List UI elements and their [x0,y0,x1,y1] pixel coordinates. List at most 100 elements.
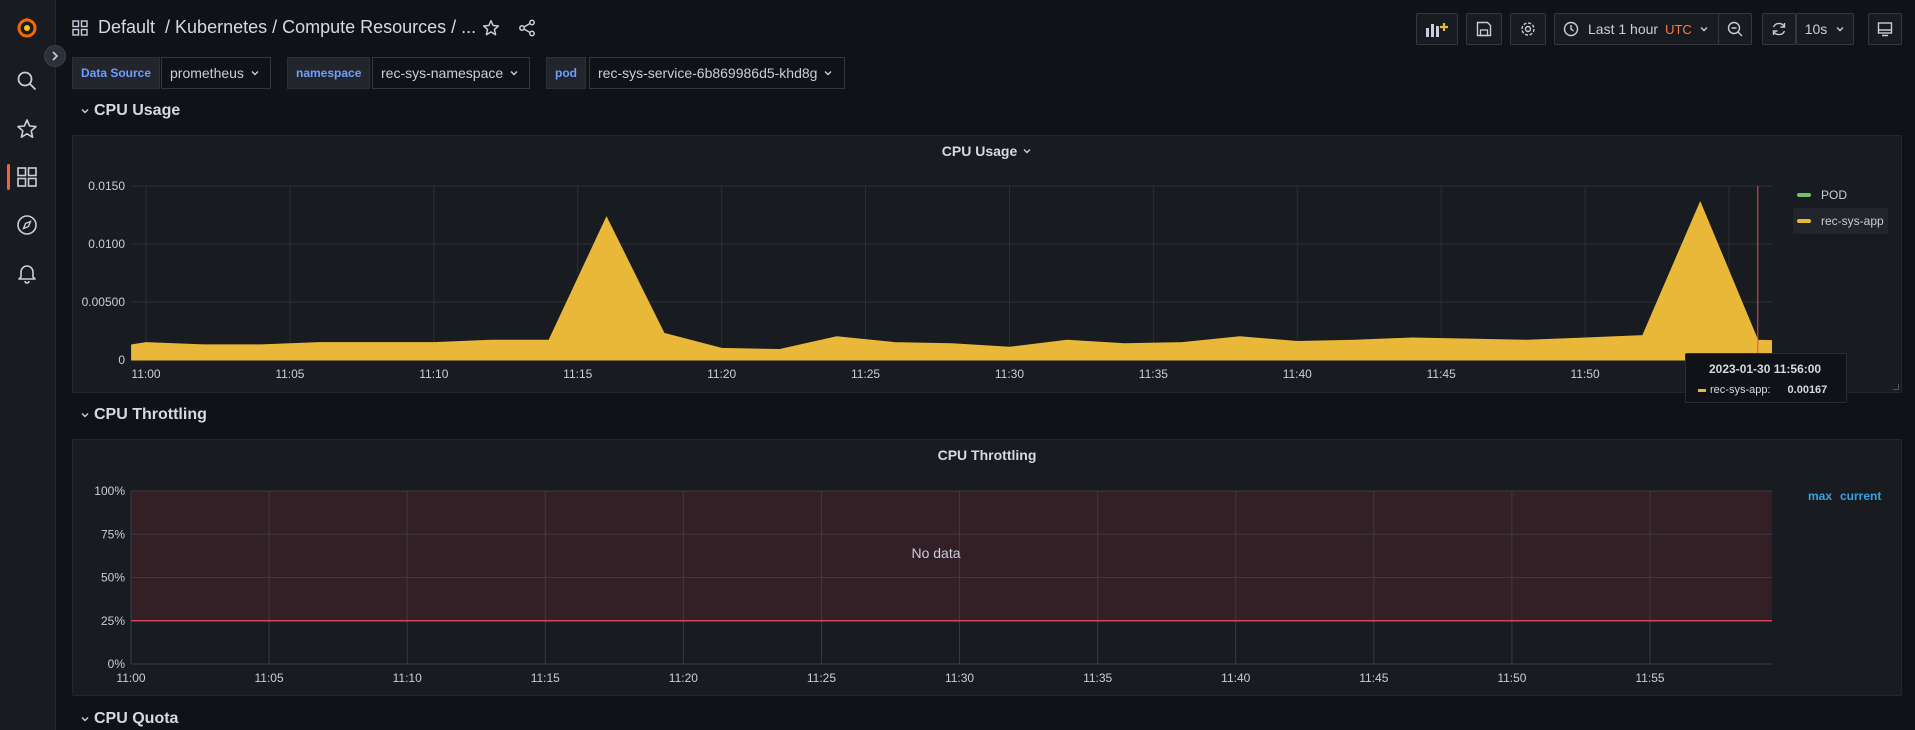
namespace-variable-label: namespace [287,57,371,89]
sidebar-toggle-button[interactable] [44,45,66,67]
x-tick-label: 11:50 [1571,367,1600,381]
grafana-logo-icon[interactable] [14,14,40,40]
x-tick-label: 11:05 [275,367,304,381]
x-tick-label: 11:25 [807,671,836,685]
datasource-variable-label: Data Source [72,57,161,89]
breadcrumb[interactable]: Default / Kubernetes / Compute Resources… [98,17,477,37]
refresh-button[interactable] [1762,13,1796,45]
legend-label: POD [1821,188,1848,202]
zoom-out-button[interactable] [1718,13,1752,45]
panel-header[interactable]: CPU Throttling [73,447,1901,463]
chevron-down-icon [81,413,89,418]
active-indicator [7,164,10,190]
cpu-usage-chart[interactable]: 0 0.00500 0.0100 0.0150 11:00 11:05 11:10 11:15… [72,135,1772,393]
legend-item-pod[interactable]: POD [1793,182,1888,208]
y-tick-label: 75% [101,527,125,541]
settings-button[interactable] [1510,13,1546,45]
chevron-down-icon [81,717,89,722]
cpu-throttling-panel: CPU Throttling max current [72,439,1902,696]
x-tick-label: 11:50 [1497,671,1526,685]
x-tick-label: 11:15 [531,671,560,685]
time-range-picker[interactable]: Last 1 hour UTC [1554,13,1724,45]
y-tick-label: 0 [118,353,125,367]
y-tick-label: 0% [108,657,126,671]
view-mode-button[interactable] [1868,13,1902,45]
datasource-select[interactable]: prometheus [161,57,271,89]
row-cpu-usage[interactable]: CPU Usage [80,102,180,120]
x-tick-label: 11:20 [707,367,736,381]
panel-resize-handle[interactable] [1893,384,1899,390]
sidebar [0,0,66,730]
tooltip-time: 2023-01-30 11:56:00 [1709,362,1822,376]
dashboard-grid-icon [72,20,88,41]
x-tick-label: 11:55 [1635,671,1664,685]
x-tick-label: 11:15 [563,367,592,381]
legend-item-rec-sys-app[interactable]: rec-sys-app [1793,208,1888,234]
dashboards-icon[interactable] [14,164,40,190]
refresh-interval-label: 10s [1804,21,1828,37]
legend-swatch [1797,193,1811,197]
x-tick-label: 11:30 [945,671,974,685]
x-tick-label: 11:25 [851,367,880,381]
cpu-throttling-chart[interactable]: 0% 25% 50% 75% 100% 11:00 11:05 11:10 11:15 11:20… [72,439,1772,696]
chevron-down-icon [81,109,89,114]
legend-label: rec-sys-app [1821,214,1884,228]
star-icon[interactable] [14,116,40,142]
time-range-label: Last 1 hour [1588,21,1659,37]
chevron-down-icon [1700,27,1708,32]
x-tick-label: 11:30 [995,367,1024,381]
row-cpu-quota[interactable]: CPU Quota [80,710,178,728]
namespace-select[interactable]: rec-sys-namespace [372,57,530,89]
monitor-icon [1877,22,1893,37]
legend-header-max[interactable]: max [1808,489,1833,503]
chevron-down-icon [510,71,518,76]
tooltip-series-row: rec-sys-app: 0.00167 [1698,384,1827,396]
add-panel-icon [1426,23,1448,37]
x-tick-label: 11:10 [393,671,422,685]
legend-header-current[interactable]: current [1840,489,1882,503]
chevron-down-icon [1023,149,1031,154]
y-tick-label: 0.0150 [88,179,125,193]
chevron-down-icon [1836,27,1844,32]
clock-icon [1563,21,1579,37]
chevron-down-icon [251,71,259,76]
save-dashboard-button[interactable] [1466,13,1502,45]
y-tick-label: 0.00500 [82,295,126,309]
timezone-label: UTC [1665,21,1692,37]
series-area-rec-sys-app [131,200,1772,361]
tooltip-series-name: rec-sys-app: [1710,384,1771,396]
panel-header[interactable]: CPU Usage [73,143,1901,159]
pod-variable-label: pod [546,57,586,89]
x-tick-label: 11:40 [1283,367,1312,381]
row-title: CPU Throttling [94,406,207,423]
row-title: CPU Usage [94,102,181,119]
x-tick-label: 11:40 [1221,671,1250,685]
chart-tooltip: 2023-01-30 11:56:00 rec-sys-app: 0.00167 [1685,353,1847,403]
zoom-out-icon [1727,21,1743,37]
namespace-value: rec-sys-namespace [381,65,504,81]
gear-icon [1521,22,1535,36]
y-tick-label: 50% [101,571,125,585]
legend-swatch [1797,219,1811,223]
refresh-interval-picker[interactable]: 10s [1796,13,1854,45]
star-dashboard-icon[interactable] [482,19,500,42]
x-tick-label: 11:00 [131,367,160,381]
chevron-right-icon [52,51,59,61]
chevron-down-icon [824,71,832,76]
no-data-label: No data [911,545,960,561]
y-tick-label: 0.0100 [88,237,125,251]
alerting-bell-icon[interactable] [14,260,40,286]
x-tick-label: 11:35 [1139,367,1168,381]
pod-select[interactable]: rec-sys-service-6b869986d5-khd8g [589,57,845,89]
save-icon [1476,21,1492,37]
add-panel-button[interactable] [1416,13,1458,45]
share-icon[interactable] [518,19,536,42]
explore-compass-icon[interactable] [14,212,40,238]
search-icon[interactable] [14,68,40,94]
panel-title: CPU Usage [941,143,1018,159]
row-cpu-throttling[interactable]: CPU Throttling [80,406,207,424]
refresh-icon [1772,22,1786,36]
x-tick-label: 11:05 [255,671,284,685]
cpu-usage-legend: POD rec-sys-app [1793,182,1888,234]
panel-title: CPU Throttling [937,447,1037,463]
